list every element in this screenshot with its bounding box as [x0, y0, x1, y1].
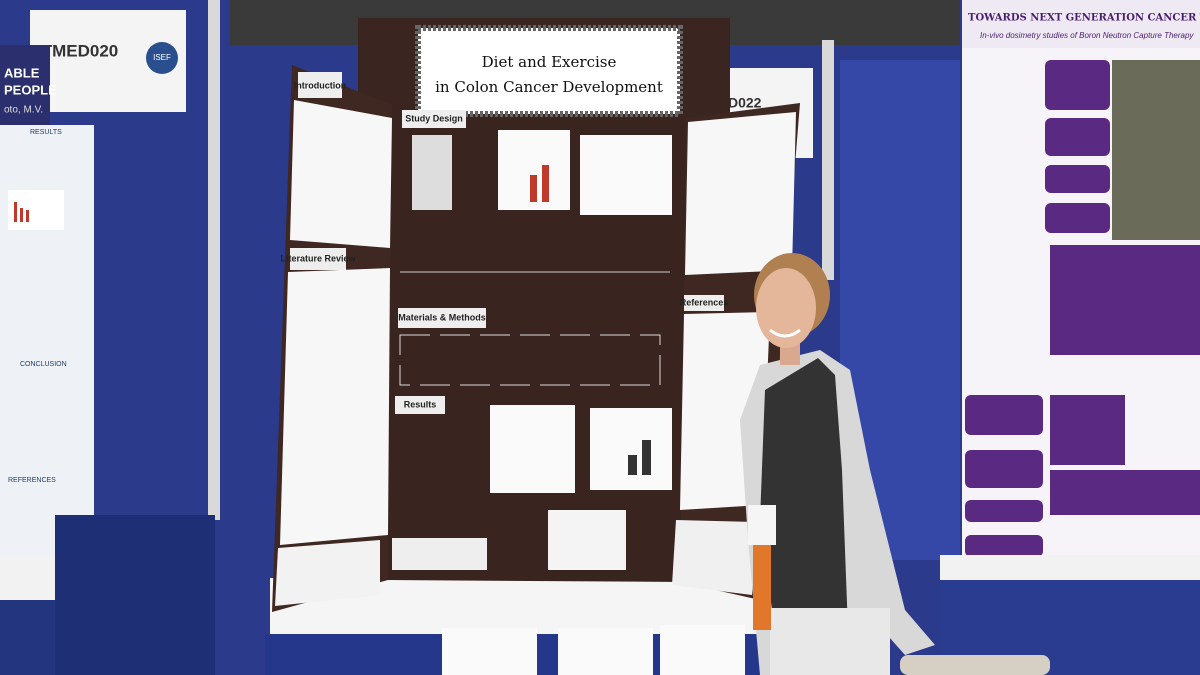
- heading: Study Design: [405, 113, 463, 123]
- poster-bar: [14, 202, 17, 222]
- poster-bar: [20, 208, 23, 222]
- text-panel: [280, 268, 390, 545]
- heading: Literature Review: [280, 253, 356, 263]
- heading: Results: [404, 399, 437, 409]
- poster-header: [962, 0, 1200, 48]
- poster-chart: [8, 190, 64, 230]
- paper: [660, 625, 745, 675]
- purple-box: [1045, 118, 1110, 156]
- pole: [822, 40, 834, 280]
- section-heading: RESULTS: [30, 129, 62, 136]
- figure-bar: [642, 440, 651, 475]
- text-panel: [685, 112, 796, 275]
- text-panel: [672, 520, 755, 595]
- poster-author: oto, M.V.: [4, 105, 43, 116]
- text-box: [412, 135, 452, 210]
- poster-bar: [26, 210, 29, 222]
- logo-text: ISEF: [153, 53, 171, 62]
- paper: [442, 628, 537, 675]
- purple-box: [965, 450, 1043, 488]
- heading: Materials & Methods: [398, 312, 486, 322]
- heading: Introduction: [294, 80, 347, 90]
- heading-box: [684, 295, 724, 311]
- heading-box: [402, 110, 466, 128]
- board-title: in Colon Cancer Development: [435, 78, 663, 96]
- poster-header: [0, 45, 50, 125]
- smile: [769, 328, 801, 338]
- heading-box: [398, 308, 486, 328]
- chart-figure: [548, 510, 626, 570]
- booth-number: TMED020: [42, 41, 119, 60]
- purple-box: [1045, 203, 1110, 233]
- figure-bar: [628, 455, 637, 475]
- purple-box: [965, 395, 1043, 435]
- purple-box: [1045, 60, 1110, 110]
- data-table: [1050, 245, 1200, 355]
- purple-box: [965, 535, 1043, 557]
- poster-title: ABLE: [4, 65, 40, 80]
- section-heading: REFERENCES: [8, 477, 56, 484]
- skirt: [770, 608, 890, 675]
- booth-number: D022: [728, 95, 762, 111]
- heading-box: [395, 396, 445, 414]
- poster-title: TOWARDS NEXT GENERATION CANCER TREATMENT: [968, 13, 1200, 24]
- shirt: [760, 358, 848, 632]
- poster-title: PEOPLE: [4, 82, 57, 97]
- face: [756, 268, 816, 348]
- chart-figure: [490, 405, 575, 493]
- photo-grid: [1112, 60, 1200, 240]
- heading-box: [290, 248, 346, 270]
- heading-box: [298, 72, 342, 98]
- text-box: [392, 538, 487, 570]
- board-title: Diet and Exercise: [482, 53, 617, 71]
- figure-bar: [530, 175, 537, 202]
- flow: [399, 334, 661, 386]
- logo: [146, 42, 178, 74]
- purple-box: [1045, 165, 1110, 193]
- badge: [748, 505, 776, 545]
- heading: References: [680, 297, 729, 307]
- purple-box: [965, 500, 1043, 522]
- figure-bar: [542, 165, 549, 202]
- section-heading: CONCLUSION: [20, 361, 67, 368]
- data-table: [1050, 470, 1200, 515]
- text-panel: [290, 100, 392, 248]
- pole: [208, 0, 220, 520]
- chart-figure: [590, 408, 672, 490]
- chart-figure: [580, 135, 672, 215]
- data-table: [1050, 395, 1125, 465]
- lanyard: [753, 520, 771, 630]
- chair: [900, 655, 1050, 675]
- paper: [558, 628, 653, 675]
- text-panel: [275, 540, 380, 606]
- partition: [55, 515, 215, 675]
- poster-subtitle: In-vivo dosimetry studies of Boron Neutr…: [980, 31, 1194, 40]
- title-box: [415, 25, 683, 117]
